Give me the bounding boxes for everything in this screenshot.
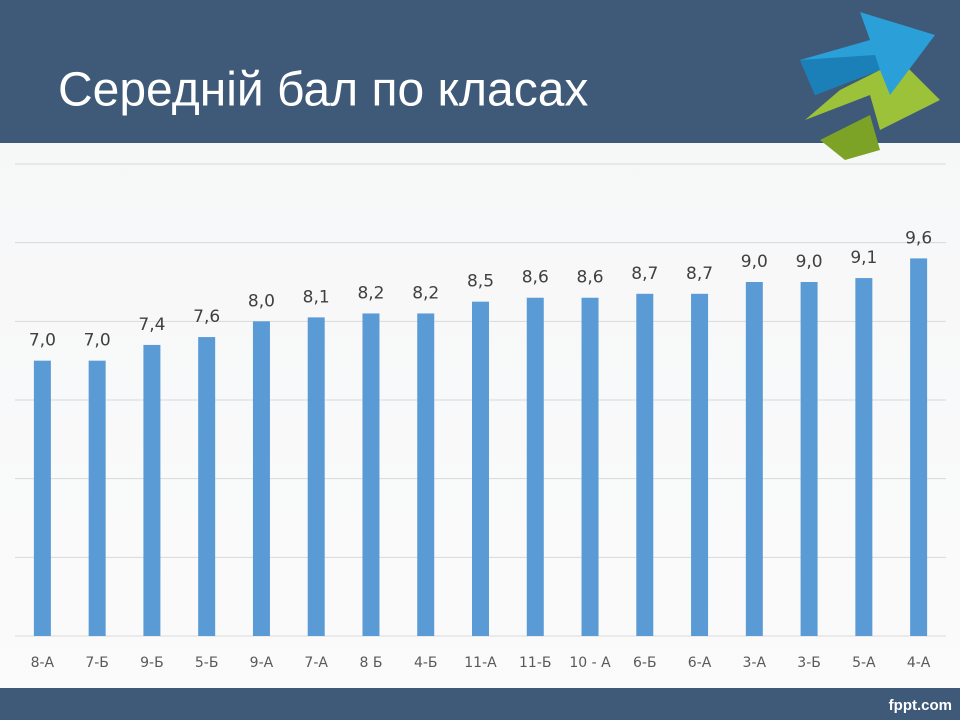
value-label: 8,5 [467, 272, 494, 292]
bar [855, 278, 873, 636]
value-label: 8,7 [686, 264, 713, 284]
x-tick-label: 9-Б [140, 655, 164, 671]
value-label: 9,0 [741, 252, 768, 272]
value-label: 7,0 [29, 331, 56, 351]
x-tick-label: 7-А [304, 655, 328, 671]
value-label: 7,4 [138, 315, 165, 335]
x-tick-label: 7-Б [85, 655, 109, 671]
value-label: 9,0 [796, 252, 823, 272]
bar [800, 282, 818, 636]
value-label: 8,2 [412, 283, 439, 303]
x-tick-label: 8-А [31, 655, 55, 671]
plot: 8-А 7,0 7-Б 7,0 9-Б 7,4 5-Б 7,6 9-А 8,0 7-А 8,1 8 Б 8… [15, 163, 946, 671]
x-tick-label: 5-Б [195, 655, 219, 671]
footer-band [0, 688, 960, 720]
bar [581, 297, 599, 636]
footer-text: fppt.com [889, 697, 952, 714]
bar [636, 293, 654, 636]
x-tick-label: 6-Б [633, 655, 657, 671]
x-tick-label: 5-А [852, 655, 876, 671]
x-tick-label: 9-А [250, 655, 274, 671]
x-tick-label: 10 - А [569, 655, 611, 671]
value-label: 8,6 [577, 268, 604, 288]
bar [198, 337, 216, 636]
bar [417, 313, 435, 636]
chart-title: Середній бал по класах [58, 64, 588, 117]
arrows-logo [800, 12, 940, 160]
value-label: 8,2 [357, 283, 384, 303]
bar [307, 317, 325, 636]
x-tick-label: 11-А [464, 655, 497, 671]
bar [691, 293, 709, 636]
bar [362, 313, 380, 636]
x-tick-label: 11-Б [519, 655, 551, 671]
x-tick-label: 3-Б [797, 655, 821, 671]
bar [33, 360, 51, 636]
value-label: 8,1 [303, 287, 330, 307]
value-label: 9,1 [850, 248, 877, 268]
bar [472, 301, 489, 636]
value-label: 8,6 [522, 268, 549, 288]
bar [526, 297, 544, 636]
value-label: 7,0 [84, 331, 111, 351]
x-tick-label: 4-А [907, 655, 931, 671]
x-tick-label: 4-Б [414, 655, 438, 671]
value-label: 8,0 [248, 291, 275, 311]
bar [745, 282, 763, 636]
value-label: 8,7 [631, 264, 658, 284]
bar [143, 344, 161, 636]
x-tick-label: 3-А [743, 655, 767, 671]
bar [252, 321, 270, 636]
header-band [0, 0, 960, 143]
x-tick-label: 6-А [688, 655, 712, 671]
value-label: 7,6 [193, 307, 220, 327]
bar [910, 258, 928, 636]
x-tick-label: 8 Б [359, 655, 382, 671]
bar [88, 360, 106, 636]
value-label: 9,6 [905, 228, 932, 248]
